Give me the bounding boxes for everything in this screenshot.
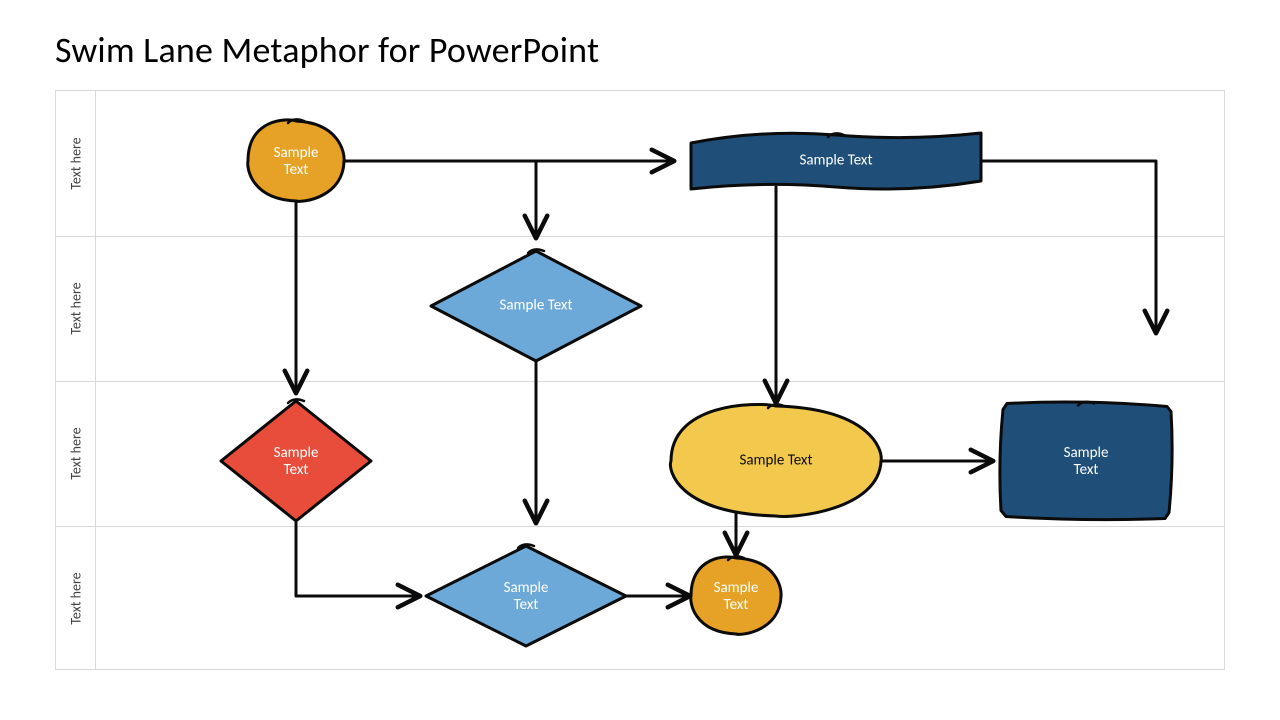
lane-header-4: Text here: [56, 526, 96, 671]
connector: [981, 161, 1156, 331]
lane-header-3: Text here: [56, 381, 96, 526]
lane-label: Text here: [68, 137, 85, 189]
edges-layer: [296, 161, 1156, 596]
node-label: Sample Text: [739, 452, 812, 470]
lane-header-2: Text here: [56, 236, 96, 381]
page-title: Swim Lane Metaphor for PowerPoint: [55, 28, 599, 72]
swimlane-frame: Text here Text here Text here Text here …: [55, 90, 1225, 670]
lane-label: Text here: [68, 282, 85, 334]
lane-label: Text here: [68, 572, 85, 624]
lane-label: Text here: [68, 427, 85, 479]
connector: [296, 523, 418, 596]
lane-header-column: Text here Text here Text here Text here: [56, 91, 96, 669]
flowchart-canvas: SampleTextSample TextSample TextSampleTe…: [96, 91, 1226, 669]
node-label: Sample Text: [499, 297, 572, 315]
nodes-layer: SampleTextSample TextSample TextSampleTe…: [221, 119, 1172, 646]
lane-header-1: Text here: [56, 91, 96, 236]
node-label: Sample Text: [799, 152, 872, 170]
